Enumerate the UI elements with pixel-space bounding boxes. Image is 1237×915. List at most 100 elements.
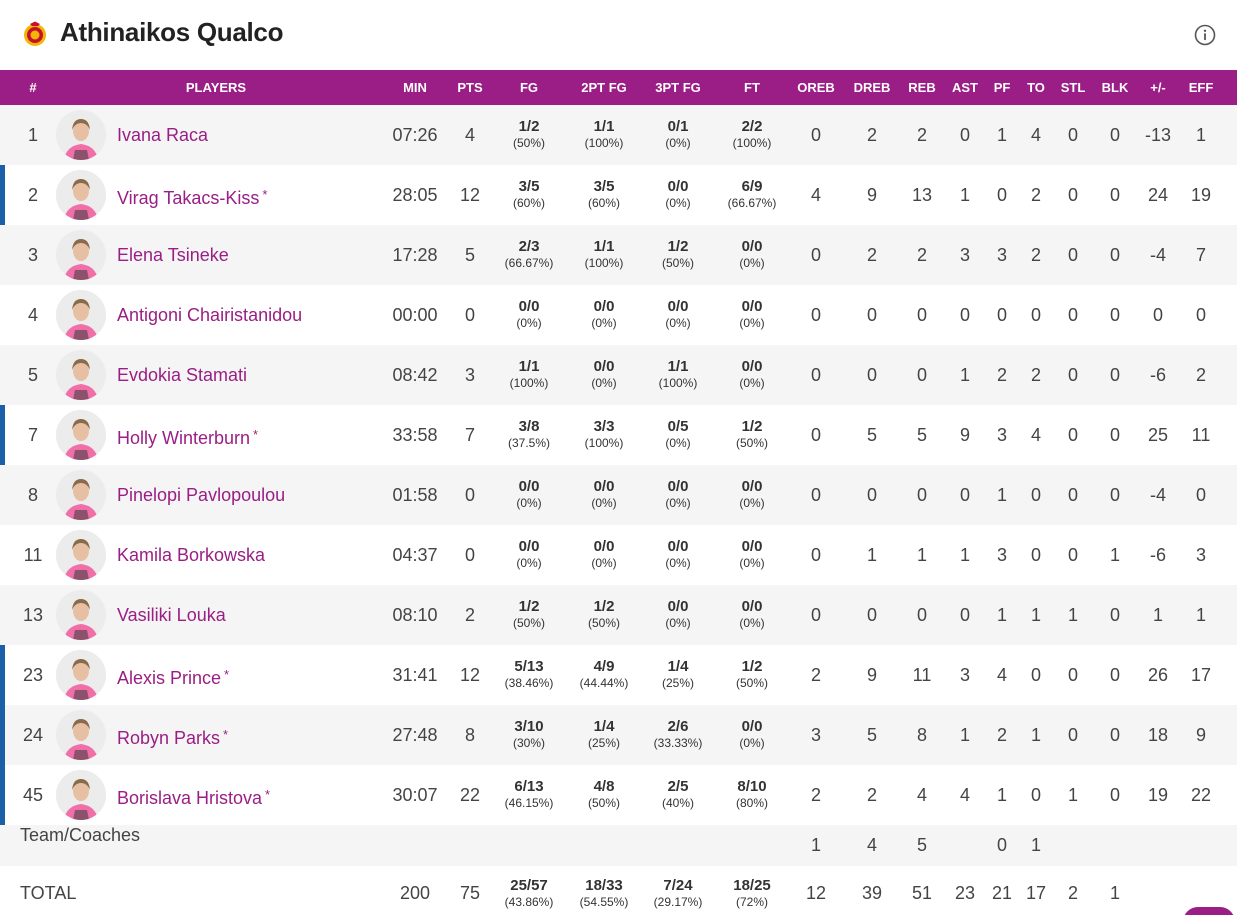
- player-name: Pinelopi Pavlopoulou: [117, 485, 286, 505]
- stat-blk: 0: [1109, 125, 1121, 145]
- stat-ast: 4: [959, 785, 971, 805]
- column-header-3pt-fg[interactable]: 3PT FG: [655, 80, 701, 95]
- stat-reb: 0: [916, 365, 928, 385]
- stat-2pt-fg: 1/1 (100%): [585, 118, 624, 151]
- starter-mark: *: [265, 787, 271, 802]
- column-header-ft[interactable]: FT: [744, 80, 760, 95]
- player-name-link[interactable]: Virag Takacs-Kiss *: [117, 165, 267, 225]
- player-avatar[interactable]: [56, 590, 106, 640]
- stat-ft: 0/0 (0%): [739, 238, 764, 271]
- player-avatar[interactable]: [56, 230, 106, 280]
- stat-fg: 0/0 (0%): [516, 538, 541, 571]
- player-avatar[interactable]: [56, 170, 106, 220]
- stat-3pt-fg: 1/4 (25%): [662, 658, 694, 691]
- player-name-link[interactable]: Kamila Borkowska: [117, 525, 265, 585]
- column-header-fg[interactable]: FG: [519, 80, 539, 95]
- column-header-blk[interactable]: BLK: [1101, 80, 1129, 95]
- stat-2pt-fg: 1/2 (50%): [588, 598, 620, 631]
- stat-pts: 5: [464, 245, 476, 265]
- jersey-number: 5: [27, 365, 39, 385]
- column-header-reb[interactable]: REB: [908, 80, 936, 95]
- column-header-min[interactable]: MIN: [403, 80, 427, 95]
- player-name: Holly Winterburn: [117, 428, 251, 448]
- player-name-link[interactable]: Elena Tsineke: [117, 225, 229, 285]
- stat-pf: 3: [996, 245, 1008, 265]
- stat-3pt-fg: 1/2 (50%): [662, 238, 694, 271]
- player-name-link[interactable]: Antigoni Chairistanidou: [117, 285, 302, 345]
- player-name-link[interactable]: Borislava Hristova *: [117, 765, 270, 825]
- player-name: Antigoni Chairistanidou: [117, 305, 303, 325]
- stat-stl: 0: [1067, 425, 1079, 445]
- stat-fg-made: 6/13: [514, 778, 544, 795]
- player-row: 8 Pinelopi Pavlopoulou 01:58 0 0 0 0 0 1 0 0 0 -4 0 0/…: [0, 465, 1237, 525]
- stat-3pt-fg: 0/0 (0%): [665, 178, 690, 211]
- starter-indicator: [0, 765, 5, 825]
- stat-ft-made: 0/0: [741, 358, 763, 375]
- stat-reb: 4: [916, 785, 928, 805]
- player-row: 24 Robyn Parks * 27:48 8 3 5 8 1 2 1 0 0 18 9 3/10 (30%)…: [0, 705, 1237, 765]
- player-avatar[interactable]: [56, 530, 106, 580]
- stat-2pt-fg: 3/3 (100%): [585, 418, 624, 451]
- player-name-link[interactable]: Alexis Prince *: [117, 645, 229, 705]
- player-avatar[interactable]: [56, 710, 106, 760]
- stat-min: 00:00: [392, 305, 438, 325]
- stat-to: 0: [1030, 305, 1042, 325]
- stat-2pt-fg: 0/0 (0%): [591, 538, 616, 571]
- column-header-stl[interactable]: STL: [1060, 80, 1086, 95]
- player-avatar[interactable]: [56, 650, 106, 700]
- column-header-eff[interactable]: EFF: [1188, 80, 1214, 95]
- stat-pts: 22: [459, 785, 481, 805]
- stat-dreb: 9: [866, 665, 878, 685]
- stat-2pt-fg-pct: (100%): [584, 136, 624, 150]
- stat-ast: 3: [959, 665, 971, 685]
- stat-fg-pct: (30%): [512, 736, 546, 750]
- column-header-pf[interactable]: PF: [993, 80, 1011, 95]
- column-header-oreb[interactable]: OREB: [797, 80, 835, 95]
- jersey-number: 7: [27, 425, 39, 445]
- column-header-number[interactable]: #: [29, 80, 37, 95]
- stat-oreb: 0: [810, 305, 822, 325]
- column-header-players[interactable]: PLAYERS: [185, 80, 247, 95]
- player-name-link[interactable]: Holly Winterburn *: [117, 405, 258, 465]
- player-row: 23 Alexis Prince * 31:41 12 2 9 11 3 4 0 0 0 26 17 5/13…: [0, 645, 1237, 705]
- chat-bubble-button[interactable]: [1183, 907, 1235, 915]
- stat-ft-pct: (80%): [735, 796, 769, 810]
- stat-stl: 0: [1067, 545, 1079, 565]
- player-avatar[interactable]: [56, 110, 106, 160]
- stat-pts: 3: [464, 365, 476, 385]
- stat-3pt-fg-pct: (0%): [665, 436, 691, 450]
- stat-dreb: 1: [866, 545, 878, 565]
- player-name: Virag Takacs-Kiss: [117, 188, 260, 208]
- stat-pts: 2: [464, 605, 476, 625]
- player-avatar[interactable]: [56, 350, 106, 400]
- info-icon[interactable]: [1194, 24, 1216, 46]
- stat-oreb: 0: [810, 245, 822, 265]
- player-name-link[interactable]: Evdokia Stamati: [117, 345, 247, 405]
- team-dreb: 4: [866, 835, 878, 855]
- stat-3pt-fg-pct: (100%): [658, 376, 698, 390]
- player-avatar[interactable]: [56, 290, 106, 340]
- player-avatar[interactable]: [56, 770, 106, 820]
- player-name-link[interactable]: Robyn Parks *: [117, 705, 228, 765]
- stat-2pt-fg-made: 3/5: [593, 178, 615, 195]
- stat-ast: 0: [959, 125, 971, 145]
- player-name-link[interactable]: Pinelopi Pavlopoulou: [117, 465, 285, 525]
- column-header-ast[interactable]: AST: [952, 80, 978, 95]
- player-name-link[interactable]: Ivana Raca: [117, 105, 208, 165]
- player-avatar[interactable]: [56, 410, 106, 460]
- stat-oreb: 0: [810, 425, 822, 445]
- column-header-dreb[interactable]: DREB: [853, 80, 891, 95]
- player-avatar[interactable]: [56, 470, 106, 520]
- column-header-pts[interactable]: PTS: [457, 80, 483, 95]
- team-header: Athinaikos Qualco: [0, 0, 1237, 70]
- player-name-link[interactable]: Vasiliki Louka: [117, 585, 226, 645]
- stat-ft: 0/0 (0%): [739, 538, 764, 571]
- stat-2pt-fg: 0/0 (0%): [591, 298, 616, 331]
- stat-plus-minus: -4: [1149, 485, 1167, 505]
- stat-3pt-fg-made: 0/0: [667, 298, 689, 315]
- column-header-to[interactable]: TO: [1027, 80, 1045, 95]
- stat-eff: 19: [1190, 185, 1212, 205]
- column-header-plus-minus[interactable]: +/-: [1150, 80, 1166, 95]
- column-header-2pt-fg[interactable]: 2PT FG: [581, 80, 627, 95]
- stat-reb: 2: [916, 245, 928, 265]
